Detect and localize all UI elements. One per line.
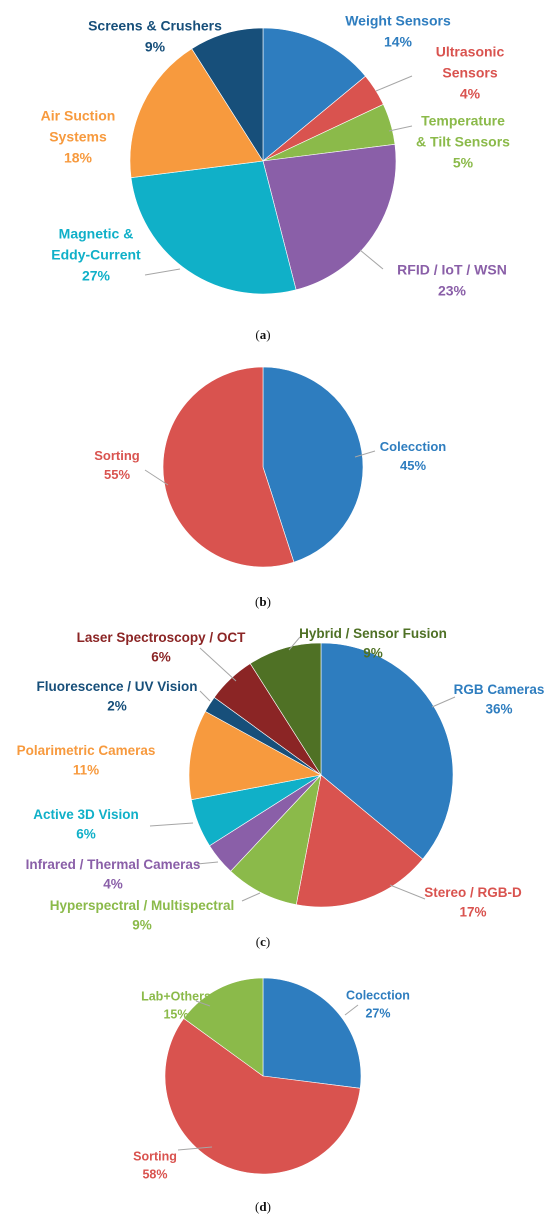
pie-3-slice-rgb-cameras [320, 642, 454, 860]
pie-3-label-laser-spectroscopy-oct: Laser Spectroscopy / OCT 6% [77, 630, 247, 665]
pie-2-leader-sorting [144, 469, 169, 486]
pie-3-leader-rgb-cameras [431, 696, 456, 708]
pie-4-caption: (d) [255, 1199, 271, 1214]
pie-1-slice-magnetic-eddy-current [130, 160, 297, 295]
pie-4-slice-colecction [262, 977, 362, 1089]
pie-3-label-rgb-cameras: RGB Cameras 36% [454, 682, 545, 717]
pie-1-slice-screens-crushers [191, 27, 264, 163]
pie-1-label-magnetic-eddy-current: Magnetic & Eddy-Current 27% [51, 226, 141, 284]
captions-layer: (a) (b) (c) (d) [255, 327, 271, 1214]
pie-2-leader-colecction [354, 450, 376, 458]
labels-layer: Weight Sensors 14%Ultrasonic Sensors 4% Temp… [17, 13, 545, 1182]
pie-1-leader-rfid-iot-wsn [359, 249, 384, 270]
pie-3-leader-stereo-rgb-d [389, 884, 426, 900]
pie-1-leader-magnetic-eddy-current [144, 268, 181, 276]
pie-4-leader-sorting [177, 1146, 213, 1151]
slices-layer [129, 27, 454, 1175]
pie-3-caption: (c) [256, 934, 270, 949]
pie-1-label-air-suction-systems: Air Suction Systems 18% [41, 108, 116, 166]
pie-4-leader-colecction [344, 1004, 359, 1016]
pie-2-slice-colecction [262, 366, 364, 563]
pie-3-leader-fluorescence-uv-vision [199, 690, 211, 702]
pie-3-slice-polarimetric-cameras [188, 711, 322, 801]
pie-1-label-screens-crushers: Screens & Crushers 9% [88, 18, 222, 55]
pie-3-label-polarimetric-cameras: Polarimetric Cameras 11% [17, 743, 156, 778]
pie-3-label-fluorescence-uv-vision: Fluorescence / UV Vision 2% [36, 679, 197, 714]
pie-1-leader-ultrasonic-sensors [375, 75, 413, 92]
pie-3-label-hybrid-sensor-fusion: Hybrid / Sensor Fusion 9% [299, 626, 447, 661]
pie-3-leader-infrared-thermal-cameras [196, 861, 219, 865]
pie-1-slice-weight-sensors [262, 27, 366, 162]
pie-3-slice-hybrid-sensor-fusion [249, 642, 322, 777]
pie-3-label-stereo-rgb-d: Stereo / RGB-D 17% [424, 885, 522, 920]
pie-1-label-rfid-iot-wsn: RFID / IoT / WSN 23% [397, 262, 507, 299]
pie-3-leader-hybrid-sensor-fusion [288, 636, 301, 651]
pie-3-label-hyperspectral-multispectral: Hyperspectral / Multispectral 9% [50, 898, 235, 933]
pie-3-leader-laser-spectroscopy-oct [199, 647, 237, 682]
pie-4-slice-sorting [164, 1017, 361, 1175]
pie-1-slice-rfid-iot-wsn [262, 143, 397, 291]
pie-1-label-weight-sensors: Weight Sensors 14% [345, 13, 451, 50]
leader-lines-layer [144, 75, 456, 1151]
pie-2-caption: (b) [255, 594, 271, 609]
pie-1-label-ultrasonic-sensors: Ultrasonic Sensors 4% [436, 44, 505, 102]
pie-2-label-sorting: Sorting 55% [94, 448, 140, 482]
pie-3-leader-hyperspectral-multispectral [241, 892, 261, 902]
pie-1-caption: (a) [255, 327, 270, 342]
pie-4-leader-lab-others [195, 1000, 211, 1007]
pie-3-label-active-3d-vision: Active 3D Vision 6% [33, 807, 139, 842]
pie-4-label-colecction: Colecction 27% [346, 988, 410, 1020]
pie-1-leader-temperature-tilt-sensors [388, 125, 413, 132]
pie-3-label-infrared-thermal-cameras: Infrared / Thermal Cameras 4% [26, 857, 201, 892]
pie-4-label-lab-others: Lab+Others 15% [141, 989, 211, 1021]
pie-2-label-colecction: Colecction 45% [380, 439, 447, 473]
pie-4-slice-lab-others [183, 977, 264, 1077]
pie-1-slice-air-suction-systems [129, 48, 264, 179]
pie-3-slice-stereo-rgb-d [295, 774, 424, 908]
pie-1-label-temperature-tilt-sensors: Temperature & Tilt Sensors 5% [416, 113, 510, 171]
pie-3-leader-active-3d-vision [149, 822, 194, 827]
pie-4-label-sorting: Sorting 58% [133, 1149, 177, 1181]
